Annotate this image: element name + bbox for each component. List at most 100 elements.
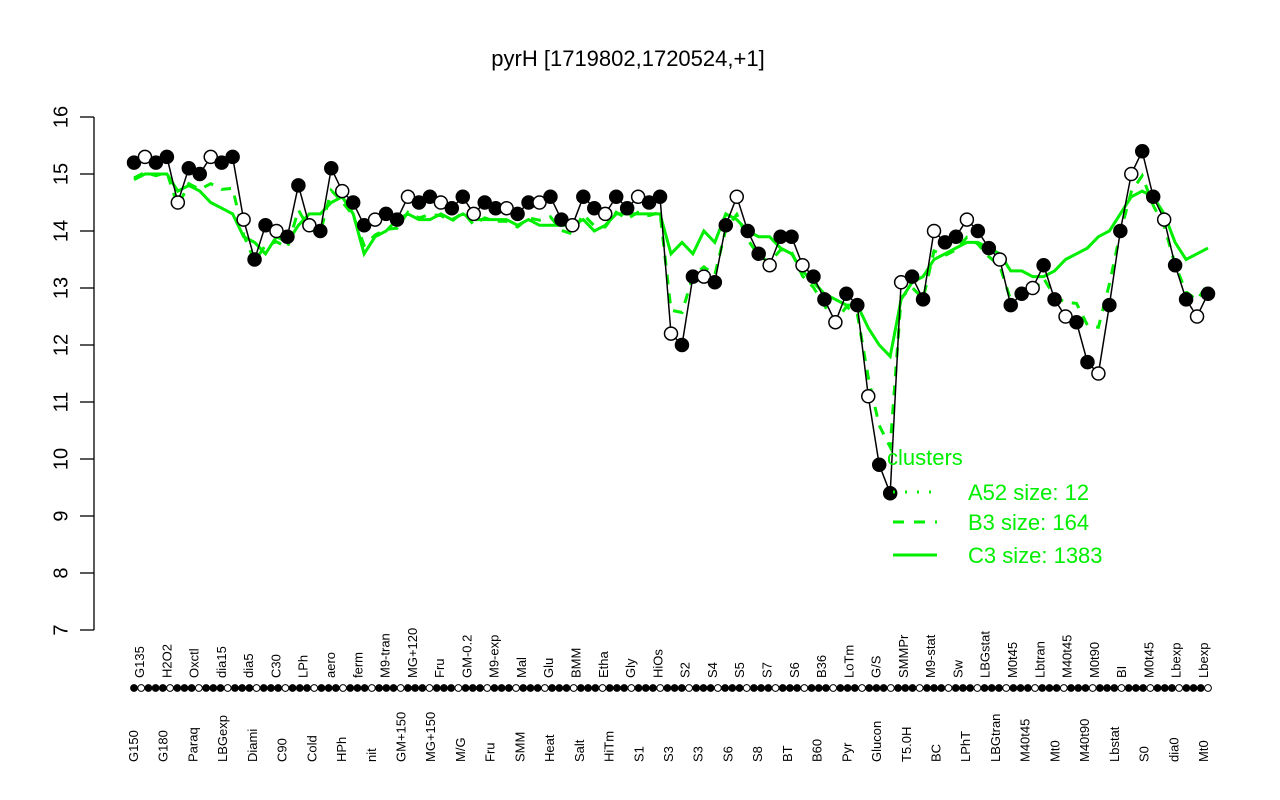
x-sample-marker [605, 684, 614, 692]
x-sample-marker [245, 684, 254, 692]
data-point [762, 257, 777, 273]
observed-line [133, 148, 1209, 494]
x-sample-marker [454, 684, 463, 692]
x-tick-label-bottom: S6 [720, 746, 735, 762]
data-point [313, 223, 328, 239]
x-sample-marker [468, 684, 477, 692]
data-point [1091, 366, 1106, 381]
legend-title: clusters [887, 445, 963, 470]
x-tick-label-bottom: M40t45 [1018, 719, 1033, 762]
x-tick-label-bottom: LBGtran [988, 714, 1003, 762]
data-point [1113, 223, 1128, 239]
x-tick-label-bottom: Mt0 [1047, 740, 1062, 762]
x-tick-label-bottom: Mt0 [1196, 740, 1211, 762]
x-sample-marker [1153, 684, 1162, 692]
x-sample-marker [231, 684, 239, 692]
x-sample-marker [865, 684, 874, 692]
x-sample-marker [274, 684, 283, 692]
x-sample-marker [440, 684, 448, 692]
x-tick-label-top: S2 [678, 662, 693, 678]
data-point [280, 229, 295, 244]
x-tick-label-bottom: LPhT [958, 731, 973, 762]
x-sample-marker [295, 684, 304, 692]
x-sample-marker [591, 684, 600, 692]
x-tick-label-bottom: G150 [126, 730, 141, 762]
x-sample-marker [930, 684, 938, 692]
data-point [247, 252, 262, 267]
data-point [291, 178, 306, 193]
x-sample-marker [634, 684, 643, 692]
data-point [619, 200, 635, 216]
x-sample-marker [735, 684, 744, 692]
y-tick-label: 15 [50, 163, 72, 185]
x-sample-marker [843, 684, 852, 692]
x-sample-marker [303, 684, 311, 692]
x-sample-marker [144, 684, 153, 692]
x-tick-label-bottom: Glucon [869, 721, 884, 762]
x-sample-marker [886, 684, 895, 692]
x-sample-marker [216, 684, 225, 692]
x-sample-marker [995, 684, 1003, 692]
x-sample-marker [396, 684, 405, 692]
x-sample-marker [310, 684, 319, 692]
x-sample-marker [512, 684, 520, 692]
x-sample-marker [1009, 684, 1018, 692]
x-axis-labels: G135 H2O2 Oxctl dia15 dia5 C30 LPh aero ferm M9-t… [126, 628, 1212, 762]
x-sample-marker [613, 684, 621, 692]
x-sample-marker [569, 684, 578, 692]
x-sample-marker [317, 684, 326, 692]
x-tick-label-top: Lbexp [1196, 643, 1211, 678]
x-tick-label-top: BI [1114, 666, 1129, 678]
x-sample-marker [194, 684, 203, 692]
data-point [751, 246, 766, 262]
data-point [1189, 309, 1205, 324]
x-sample-marker [555, 684, 564, 692]
y-tick-label: 10 [50, 448, 72, 470]
x-sample-marker [908, 684, 917, 692]
x-sample-marker [670, 684, 679, 692]
x-sample-marker [1124, 684, 1133, 692]
x-sample-marker [353, 684, 362, 692]
y-tick-label: 16 [50, 106, 72, 128]
x-sample-marker [1160, 684, 1169, 692]
x-sample-marker [1045, 684, 1054, 692]
x-tick-label-top: B36 [814, 655, 829, 678]
data-point [159, 149, 175, 165]
data-point [926, 223, 942, 239]
x-tick-label-bottom: M/G [453, 737, 468, 762]
x-sample-marker [584, 684, 593, 692]
x-sample-marker [151, 684, 160, 692]
x-tick-label-top: dia5 [241, 653, 256, 678]
data-point [192, 166, 208, 182]
data-point [1069, 314, 1084, 330]
x-sample-marker [288, 684, 297, 692]
x-sample-marker [944, 684, 953, 692]
x-sample-marker [476, 684, 484, 692]
x-tick-label-bottom: Diami [245, 729, 260, 762]
data-point [850, 297, 865, 313]
x-tick-label-top: LPh [296, 655, 311, 678]
x-sample-marker [389, 684, 398, 692]
x-sample-marker [1038, 684, 1047, 692]
x-sample-marker [130, 684, 138, 692]
x-sample-marker [259, 684, 268, 692]
x-sample-marker [1117, 684, 1126, 692]
x-tick-label-bottom: S3 [691, 746, 706, 762]
x-sample-marker [519, 684, 528, 692]
data-point [1145, 189, 1161, 205]
x-sample-marker [1052, 684, 1061, 692]
x-tick-label-top: S7 [759, 662, 774, 678]
x-tick-label-top: Sw [950, 659, 965, 678]
x-sample-marker [677, 684, 686, 692]
y-tick-label: 11 [50, 392, 72, 413]
x-tick-label-bottom: dia0 [1166, 737, 1181, 762]
x-tick-label-top: Lbtran [1032, 641, 1047, 678]
cluster-c3-line [133, 172, 1209, 360]
y-tick-label: 13 [50, 277, 72, 299]
data-point [674, 337, 690, 353]
x-sample-marker [778, 684, 787, 692]
data-point [1036, 257, 1051, 273]
data-point [740, 223, 755, 239]
x-sample-marker [1059, 684, 1068, 692]
x-sample-marker [137, 684, 146, 692]
